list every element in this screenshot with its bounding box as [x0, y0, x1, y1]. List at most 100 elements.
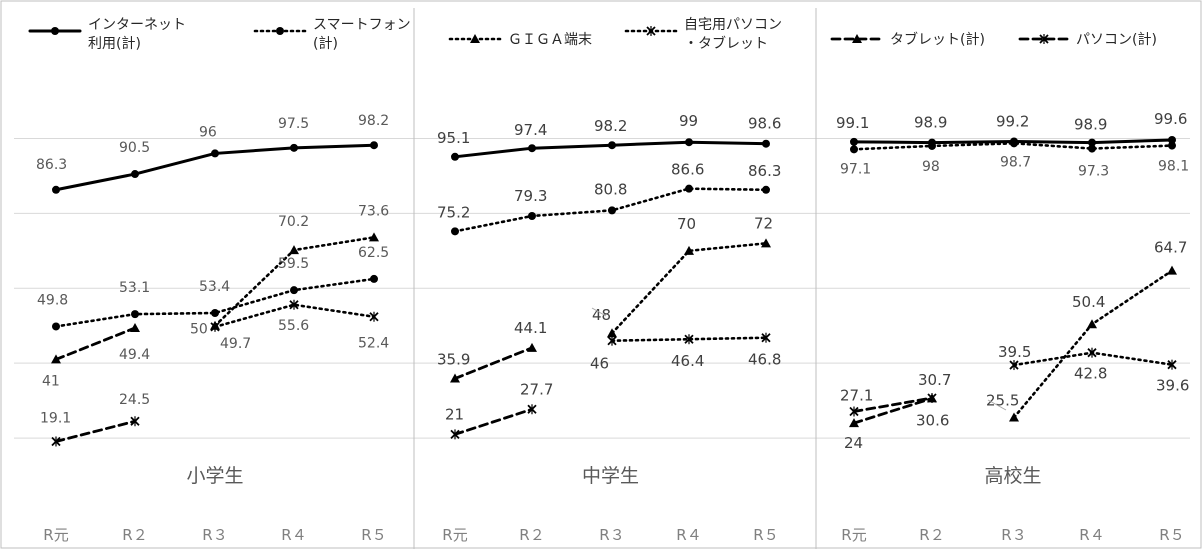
panel-1 [51, 141, 379, 447]
data-label: 99.2 [996, 112, 1029, 130]
data-label: 59.5 [278, 256, 309, 272]
data-label: 30.6 [916, 411, 949, 429]
data-label: 86.3 [36, 157, 67, 173]
marker-triangle [684, 245, 694, 255]
data-label: 98.9 [1074, 116, 1107, 134]
series-line-tablet [54, 326, 137, 361]
marker-triangle [849, 418, 859, 428]
data-label: 49.7 [220, 336, 251, 352]
legend-label: ・タブレット [684, 35, 768, 52]
series-giga [607, 238, 771, 338]
data-label: 95.1 [437, 129, 470, 147]
data-label: 97.4 [514, 121, 547, 139]
grid-layer [14, 8, 1190, 549]
marker-triangle [1167, 265, 1177, 275]
series-smartphone [52, 274, 378, 331]
marker-x [646, 26, 656, 36]
data-label: 98.9 [914, 114, 947, 132]
series-line-smartphone [54, 277, 376, 328]
data-label: 39.5 [998, 343, 1031, 361]
legend-item-pc: パソコン(計) [1018, 32, 1157, 48]
data-label: 70.2 [278, 214, 309, 230]
marker-circle [528, 211, 536, 220]
legend-label: (計) [313, 36, 338, 52]
x-tick-label: R元 [841, 526, 866, 544]
data-label: 98.7 [1000, 154, 1031, 170]
data-label: 44.1 [514, 319, 547, 337]
marker-circle [290, 286, 298, 295]
series-tablet [51, 322, 140, 364]
series-line-smartphone [852, 142, 1174, 151]
marker-circle [1010, 139, 1018, 148]
data-label: 80.8 [594, 180, 627, 198]
data-label: 97.5 [278, 116, 309, 132]
series-homepc [607, 332, 771, 346]
marker-circle [52, 185, 60, 194]
marker-circle [211, 149, 219, 158]
data-label: 46.8 [748, 351, 781, 369]
marker-triangle [51, 354, 61, 364]
x-tick-label: R３ [202, 526, 227, 544]
data-label: 24.5 [119, 392, 150, 408]
data-label: 52.4 [358, 336, 389, 352]
data-label: 41 [42, 373, 60, 389]
data-label: 21 [445, 405, 464, 423]
data-label: 70 [677, 215, 696, 233]
axis-layer: 小学生 R元 R２ R３ R４ R５ 中学生 R元 R２ R３ R４ R５ 高校生 R元 R２ R３ R４ R５ [43, 465, 1184, 544]
data-label: 55.6 [278, 318, 309, 334]
legend-label: スマートフォン [313, 17, 411, 33]
series-line-tablet [852, 396, 934, 425]
legend-label: インターネット [88, 17, 186, 33]
marker-circle [850, 137, 858, 146]
x-tick-label: R２ [122, 526, 147, 544]
series-giga [1009, 265, 1177, 422]
marker-triangle [852, 34, 862, 43]
marker-triangle [527, 342, 537, 352]
data-label: 27.7 [520, 380, 553, 398]
x-tick-label: R３ [1001, 526, 1026, 544]
data-label: 62.5 [358, 245, 389, 261]
x-tick-label: R元 [43, 526, 68, 544]
data-label: 50.4 [1072, 293, 1105, 311]
marker-circle [528, 144, 536, 153]
marker-circle [1168, 135, 1176, 144]
x-tick-label: R５ [1159, 526, 1184, 544]
marker-circle [370, 274, 378, 283]
marker-circle [451, 152, 459, 161]
data-label: 86.3 [748, 162, 781, 180]
leader-line [987, 399, 1007, 411]
data-label: 86.6 [671, 161, 704, 179]
data-label: 42.8 [1074, 365, 1107, 383]
data-label: 79.3 [514, 187, 547, 205]
marker-circle [928, 141, 936, 150]
x-tick-label: R５ [361, 526, 386, 544]
marker-circle [131, 170, 139, 179]
series-line-pc [54, 419, 137, 443]
marker-circle [685, 184, 693, 193]
marker-circle [608, 206, 616, 215]
legend-label: 自宅用パソコン [684, 17, 782, 33]
legend-item-smartphone: スマートフォン (計) [253, 17, 411, 52]
marker-x [1087, 347, 1097, 358]
series-smartphone [850, 139, 1176, 154]
data-label: 49.4 [119, 347, 150, 363]
marker-x [289, 299, 299, 310]
data-label: 30.7 [918, 371, 951, 389]
data-label: 64.7 [1154, 239, 1187, 257]
marker-circle [52, 322, 60, 331]
data-label: 24 [844, 434, 863, 452]
data-label: 46 [590, 355, 609, 373]
marker-circle [370, 141, 378, 150]
marker-circle [290, 143, 298, 152]
panel-3 [849, 135, 1177, 428]
marker-circle [1088, 144, 1096, 153]
marker-x [607, 335, 617, 346]
legend-label: 利用(計) [88, 36, 141, 52]
data-label: 19.1 [40, 410, 71, 426]
x-tick-label: R元 [442, 526, 467, 544]
marker-x [1167, 359, 1177, 370]
data-label: 48 [592, 306, 611, 324]
marker-triangle [289, 245, 299, 255]
